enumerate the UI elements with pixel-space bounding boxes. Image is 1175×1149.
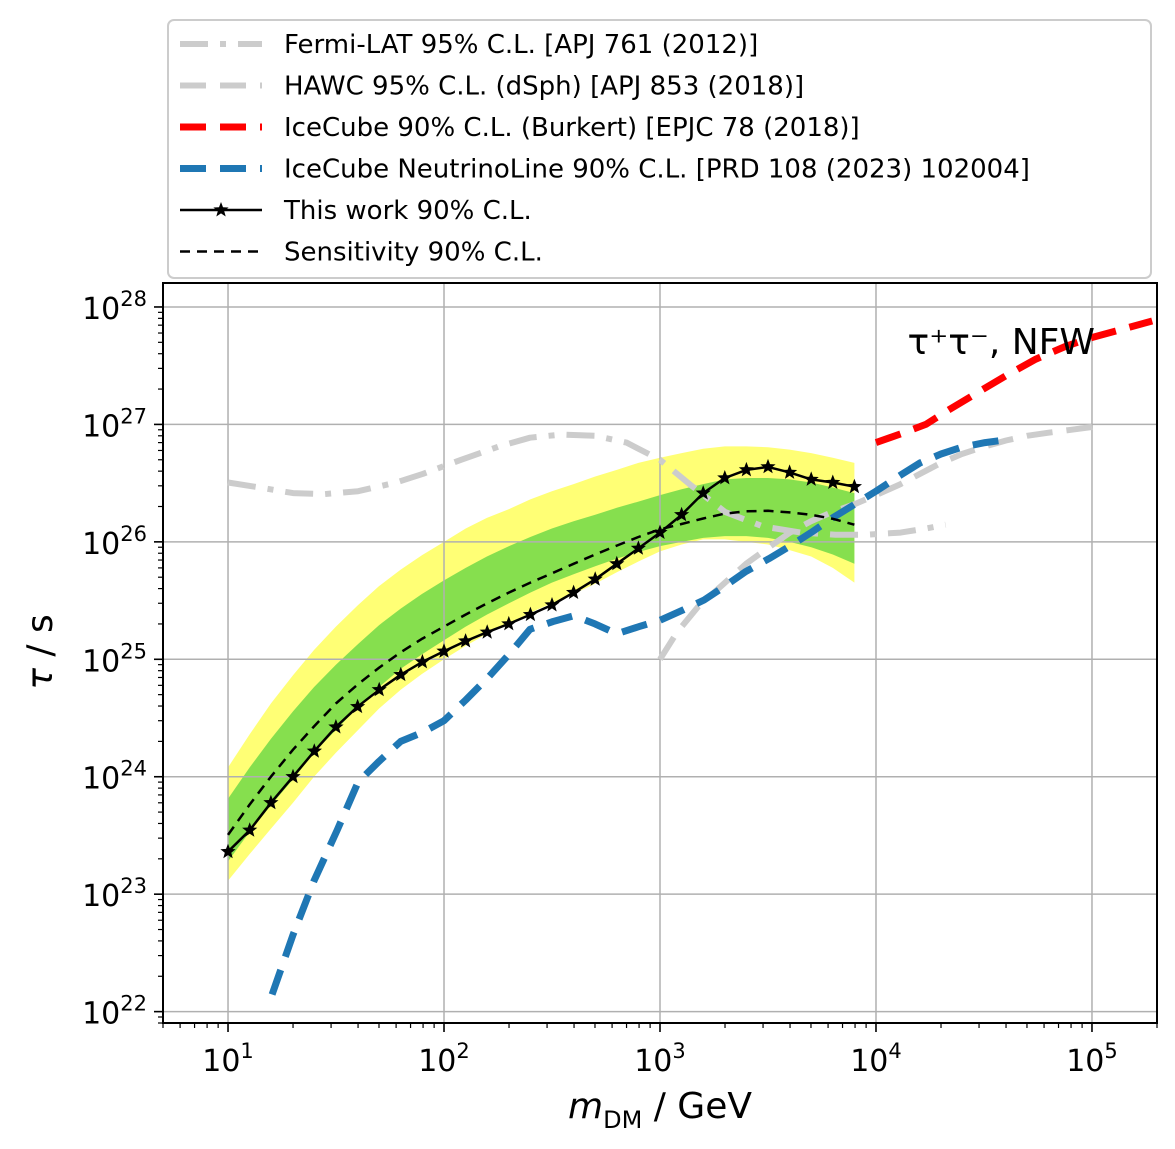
star-marker <box>717 470 733 485</box>
star-marker <box>846 478 862 494</box>
expected-bands <box>228 446 855 881</box>
star-marker <box>458 633 474 648</box>
x-tick-label-1: 102 <box>418 1039 470 1079</box>
star-marker <box>544 597 560 612</box>
star-marker <box>306 743 322 758</box>
y-tick-label-6: 1028 <box>82 287 147 327</box>
star-marker <box>350 698 366 714</box>
x-tick-label-2: 103 <box>634 1039 686 1079</box>
legend-label-4: This work 90% C.L. <box>283 196 532 226</box>
star-marker <box>501 615 517 631</box>
star-marker <box>825 474 841 489</box>
annotation-label: τ⁺τ⁻, NFW <box>908 322 1095 363</box>
star-marker <box>242 822 258 837</box>
y-tick-label-3: 1025 <box>82 639 147 679</box>
star-marker <box>566 584 582 599</box>
star-marker <box>522 606 538 622</box>
star-marker <box>371 681 387 697</box>
axes: 101 102 103 104 105 1022 1023 1024 1025 1026 1027 1… <box>82 282 1158 1079</box>
x-axis-label: mDM / GeV <box>568 1086 752 1134</box>
star-marker <box>630 540 646 555</box>
x-tick-label-0: 101 <box>202 1039 254 1079</box>
series-line-0 <box>227 431 947 538</box>
star-marker <box>220 843 236 859</box>
legend-label-3: IceCube NeutrinoLine 90% C.L. [PRD 108 (… <box>284 155 1030 185</box>
star-marker <box>263 794 279 810</box>
legend: Fermi-LAT 95% C.L. [APJ 761 (2012)] HAWC … <box>167 19 1152 279</box>
star-marker <box>652 524 668 539</box>
x-tick-label-3: 104 <box>850 1039 902 1079</box>
series-line-3 <box>268 436 1007 996</box>
star-marker <box>782 464 798 479</box>
star-marker <box>285 768 301 784</box>
grid <box>163 283 1157 1023</box>
star-marker <box>674 506 690 522</box>
star-marker <box>479 624 495 639</box>
x-tick-label-4: 105 <box>1066 1039 1118 1079</box>
star-marker <box>803 471 819 486</box>
legend-label-0: Fermi-LAT 95% C.L. [APJ 761 (2012)] <box>284 30 758 60</box>
star-marker <box>328 719 344 734</box>
star-marker <box>587 571 603 586</box>
star-marker <box>393 666 409 682</box>
legend-frame <box>167 19 1152 279</box>
legend-label-2: IceCube 90% C.L. (Burkert) [EPJC 78 (201… <box>284 113 860 143</box>
legend-star-marker <box>213 202 229 217</box>
star-marker <box>738 461 754 477</box>
star-marker <box>760 458 776 474</box>
y-tick-label-0: 1022 <box>82 992 147 1032</box>
star-marker <box>609 555 625 571</box>
star-marker <box>414 653 430 669</box>
series-lines <box>220 317 1154 996</box>
band-1 <box>228 478 855 862</box>
series-line-2 <box>874 317 1154 446</box>
legend-label-1: HAWC 95% C.L. (dSph) [APJ 853 (2018)] <box>284 72 804 102</box>
y-tick-label-4: 1026 <box>82 522 147 562</box>
star-marker <box>695 485 711 500</box>
y-tick-label-1: 1023 <box>82 874 147 914</box>
series-line-5 <box>226 509 855 836</box>
legend-label-5: Sensitivity 90% C.L. <box>284 238 543 268</box>
star-marker <box>436 643 452 658</box>
y-axis-label: τ / s <box>20 614 61 689</box>
y-tick-label-5: 1027 <box>82 404 147 444</box>
y-tick-label-2: 1024 <box>82 757 147 797</box>
